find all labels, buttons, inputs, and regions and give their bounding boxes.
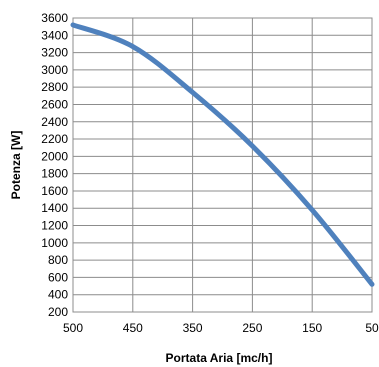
- x-axis-title: Portata Aria [mc/h]: [166, 351, 273, 365]
- y-tick-label: 3200: [41, 46, 68, 60]
- y-tick-label: 1800: [41, 167, 68, 181]
- y-tick-label: 400: [48, 288, 68, 302]
- series-layer: [70, 22, 375, 287]
- x-tick-labels: 500 450 350 250 150 50: [63, 321, 379, 335]
- y-tick-label: 1600: [41, 184, 68, 198]
- y-tick-label: 3000: [41, 63, 68, 77]
- plot-frame: [72, 17, 373, 313]
- y-tick-label: 200: [48, 305, 68, 319]
- y-tick-label: 2000: [41, 149, 68, 163]
- y-tick-label: 3600: [41, 11, 68, 25]
- y-tick-labels: 200 400 600 800 1000 1200 1400 1600 1800 2000 2200…: [41, 11, 68, 319]
- x-tick-label: 250: [242, 321, 262, 335]
- y-tick-label: 2200: [41, 132, 68, 146]
- y-tick-label: 800: [48, 253, 68, 267]
- x-tick-label: 50: [365, 321, 379, 335]
- x-tick-label: 350: [183, 321, 203, 335]
- y-tick-label: 1200: [41, 219, 68, 233]
- y-tick-label: 600: [48, 270, 68, 284]
- x-tick-label: 450: [123, 321, 143, 335]
- y-tick-label: 2800: [41, 80, 68, 94]
- gridlines: [72, 17, 373, 313]
- y-tick-label: 2600: [41, 97, 68, 111]
- x-tick-label: 500: [63, 321, 83, 335]
- y-tick-label: 2400: [41, 115, 68, 129]
- plot-area-border: [72, 17, 373, 313]
- y-tick-label: 1000: [41, 236, 68, 250]
- x-tick-label: 150: [302, 321, 322, 335]
- y-tick-label: 3400: [41, 28, 68, 42]
- y-tick-label: 1400: [41, 201, 68, 215]
- y-axis-title: Potenza [W]: [9, 131, 23, 200]
- series-line: [70, 22, 375, 287]
